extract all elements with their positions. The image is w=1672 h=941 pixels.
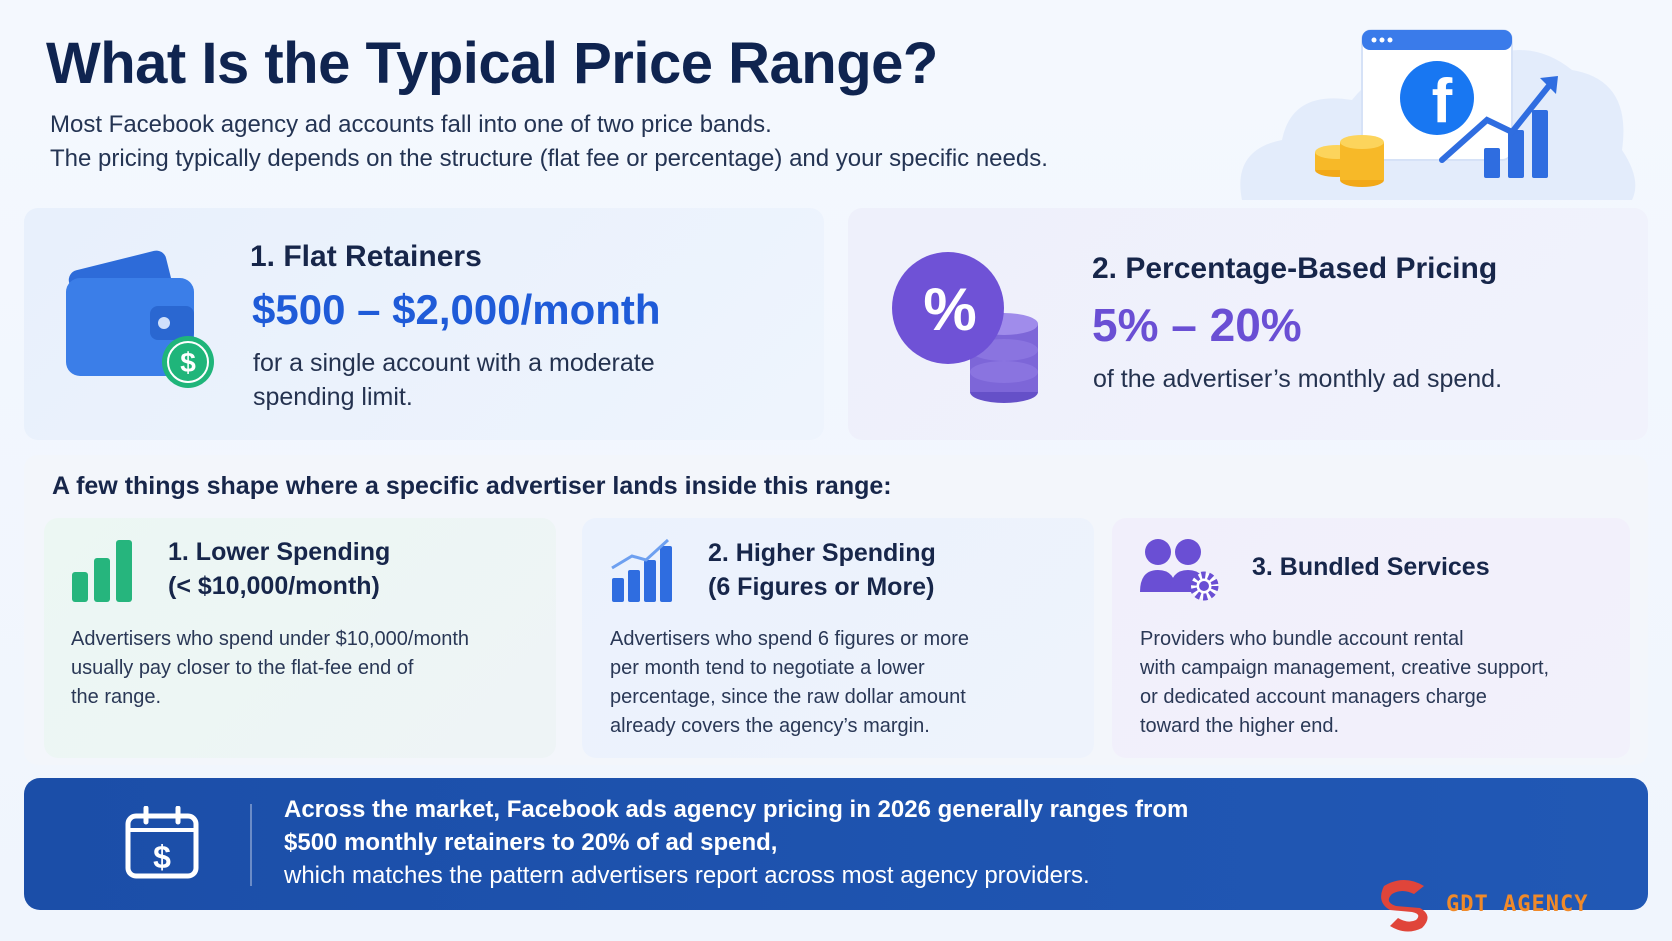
flat-retainers-title: 1. Flat Retainers [250,240,482,273]
flat-retainers-price: $500 – $2,000/month [252,286,661,333]
growth-chart-icon [611,538,672,602]
factor-lower-spending-desc: Advertisers who spend under $10,000/mont… [71,625,469,712]
facebook-growth-illustration: f [1240,29,1636,200]
percent-coins-icon: % [892,252,1038,403]
factor-lower-spending-title-line-1: 1. Lower Spending [168,538,391,566]
flat-retainers-desc-line-1: for a single account with a moderate [253,349,655,377]
calendar-dollar-icon: $ [125,806,199,879]
banner-text: Across the market, Facebook ads agency p… [284,793,1384,892]
flat-retainers-desc: for a single account with a moderate spe… [253,346,655,414]
factor-desc-line: or dedicated account managers charge [1140,686,1487,708]
factor-higher-spending-title: 2. Higher Spending (6 Figures or More) [708,536,936,604]
factor-desc-line: usually pay closer to the flat-fee end o… [71,657,414,679]
svg-text:f: f [1432,67,1453,136]
factor-desc-line: per month tend to negotiate a lower [610,657,925,679]
factors-heading: A few things shape where a specific adve… [52,472,892,500]
summary-banner [24,778,1648,910]
factor-desc-line: toward the higher end. [1140,715,1340,737]
subtitle-line-1: Most Facebook agency ad accounts fall in… [50,111,772,138]
factor-desc-line: the range. [71,686,162,708]
wallet-dollar-icon: $ [66,250,214,388]
factor-desc-line: Advertisers who spend under $10,000/mont… [71,628,470,650]
factor-lower-spending-title-line-2: (< $10,000/month) [168,572,380,600]
percentage-pricing-desc: of the advertiser’s monthly ad spend. [1093,365,1503,393]
factor-higher-spending-desc: Advertisers who spend 6 figures or more … [610,625,969,741]
banner-bold-line-2: $500 monthly retainers to 20% of ad spen… [284,829,778,856]
bar-chart-icon [72,540,132,602]
subtitle-line-2: The pricing typically depends on the str… [50,145,1048,172]
page-subtitle: Most Facebook agency ad accounts fall in… [50,108,1048,176]
factor-lower-spending-title: 1. Lower Spending (< $10,000/month) [168,535,390,603]
bar-growth-icon [1439,76,1558,178]
factor-desc-line: already covers the agency’s margin. [610,715,930,737]
factor-desc-line: with campaign management, creative suppo… [1140,657,1550,679]
flat-retainers-desc-line-2: spending limit. [253,383,413,411]
page-title: What Is the Typical Price Range? [46,31,938,96]
percentage-pricing-price: 5% – 20% [1092,299,1302,351]
team-gear-icon [1140,539,1219,601]
svg-text:%: % [923,276,976,343]
factor-higher-spending-title-line-1: 2. Higher Spending [708,539,936,567]
factor-desc-line: Providers who bundle account rental [1140,628,1464,650]
coins-icon [1315,135,1384,187]
gdt-agency-logo-icon [1381,880,1428,932]
banner-divider [250,804,252,886]
factor-bundled-services-desc: Providers who bundle account rental with… [1140,625,1549,741]
svg-text:$: $ [153,839,171,875]
factor-desc-line: Advertisers who spend 6 figures or more [610,628,970,650]
banner-bold-line-1: Across the market, Facebook ads agency p… [284,796,1189,823]
gdt-agency-logo-text: GDT AGENCY [1446,892,1589,917]
banner-line-3: which matches the pattern advertisers re… [284,862,1090,889]
svg-text:$: $ [180,347,196,378]
percentage-pricing-title: 2. Percentage-Based Pricing [1092,252,1498,285]
facebook-icon: f [1400,61,1474,136]
factor-higher-spending-title-line-2: (6 Figures or More) [708,573,935,601]
factor-bundled-services-title: 3. Bundled Services [1252,553,1490,581]
factor-desc-line: percentage, since the raw dollar amount [610,686,966,708]
